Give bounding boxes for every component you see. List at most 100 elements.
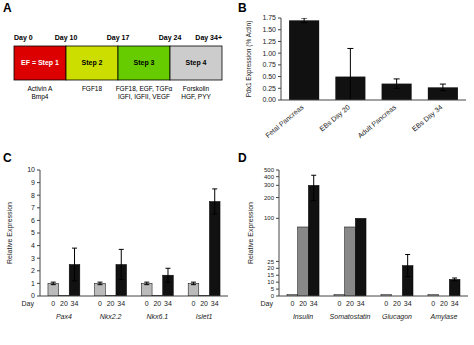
day-tick-label: 0 <box>337 300 341 307</box>
y-tick-label: 5 <box>271 286 275 292</box>
y-tick <box>276 197 279 198</box>
y-tick <box>37 182 40 183</box>
panel-label: C <box>3 151 12 165</box>
bar <box>209 202 220 297</box>
error-bar <box>394 79 400 88</box>
error-bar <box>119 249 124 279</box>
day-tick-label: 34 <box>357 300 365 307</box>
day-tick-label: 20 <box>200 300 208 307</box>
x-axis-label: Day <box>22 300 35 308</box>
day-tick-label: 34 <box>451 300 459 307</box>
y-tick-label: 1.75 <box>262 14 276 21</box>
bar-panel: 0.000.250.500.751.001.251.501.75Fetal Pa… <box>245 14 466 139</box>
y-tick-label: 3 <box>31 255 35 262</box>
y-tick-label: 200 <box>264 195 275 201</box>
y-tick <box>276 296 279 297</box>
y-tick-label: 1 <box>31 280 35 287</box>
group-label: Islet1 <box>196 313 213 320</box>
day-tick-label: 0 <box>384 300 388 307</box>
panel-label: D <box>238 151 247 165</box>
timeline-panel: Day 0Day 10Day 17Day 24Day 34+EF = Step … <box>14 34 222 101</box>
y-tick <box>278 88 281 89</box>
day-tick-label: 34 <box>211 300 219 307</box>
group-label: Nkx6.1 <box>146 313 168 320</box>
grouped-bar-panel: 051015202510020030040050002034Insulin020… <box>247 167 468 321</box>
y-tick <box>276 176 279 177</box>
bar <box>289 20 319 100</box>
group-label: Amylase <box>430 313 458 321</box>
group-label: Insulin <box>293 313 313 320</box>
group-label: Pax4 <box>56 313 72 320</box>
y-tick <box>278 41 281 42</box>
y-tick <box>37 233 40 234</box>
step-box <box>170 46 222 80</box>
day-tick-label: 20 <box>60 300 68 307</box>
step-label: Step 3 <box>133 59 154 67</box>
step-factors: FGF18, EGF, TGFαIGFI, IGFII, VEGF <box>116 85 173 100</box>
y-tick-label: 6 <box>31 217 35 224</box>
y-tick-label: 0 <box>31 292 35 299</box>
y-tick <box>278 100 281 101</box>
error-bar <box>144 282 149 285</box>
error-bar <box>347 48 353 100</box>
y-tick-label: 15 <box>267 272 274 278</box>
figure: Day 0Day 10Day 17Day 24Day 34+EF = Step … <box>0 0 474 345</box>
day-tick-label: 0 <box>431 300 435 307</box>
y-tick-label: 500 <box>264 167 275 173</box>
panel-label: A <box>3 1 12 15</box>
error-bar <box>311 175 316 200</box>
day-label: Day 17 <box>107 34 130 42</box>
y-tick-label: 1.00 <box>262 50 276 57</box>
y-tick <box>276 282 279 283</box>
y-tick-label: 0.25 <box>262 85 276 92</box>
y-axis-label: Pdx1 Expression (% Actin) <box>245 21 253 98</box>
y-tick <box>37 170 40 171</box>
error-bar <box>440 84 446 91</box>
y-axis <box>281 18 282 100</box>
y-tick <box>276 218 279 219</box>
y-tick-label: 100 <box>264 215 275 221</box>
step-factors: ForskolinHGF, PYY <box>181 85 211 100</box>
day-tick-label: 34 <box>117 300 125 307</box>
x-axis-label: Day <box>261 300 274 308</box>
y-tick-label: 20 <box>267 265 274 271</box>
bar <box>355 218 366 296</box>
x-tick-label: Fetal Pancreas <box>264 103 305 139</box>
bar <box>141 283 152 296</box>
step-label: Step 4 <box>185 59 206 67</box>
step-factors: Activin ABmp4 <box>28 85 54 101</box>
y-tick-label: 7 <box>31 204 35 211</box>
bar <box>48 283 59 296</box>
y-tick-label: 1.25 <box>262 38 276 45</box>
y-tick-label: 10 <box>27 166 35 173</box>
y-tick <box>37 220 40 221</box>
y-tick-label: 2 <box>31 267 35 274</box>
day-tick-label: 20 <box>299 300 307 307</box>
bar <box>449 279 460 296</box>
y-tick <box>37 258 40 259</box>
bar <box>298 227 309 296</box>
x-tick-label: EBs Day 20 <box>318 103 352 133</box>
day-tick-label: 20 <box>440 300 448 307</box>
bar <box>95 283 106 296</box>
y-tick <box>37 245 40 246</box>
y-tick-label: 8 <box>31 192 35 199</box>
x-axis <box>40 296 228 297</box>
error-bar <box>452 278 457 281</box>
day-tick-label: 20 <box>153 300 161 307</box>
y-tick <box>37 207 40 208</box>
step-box <box>14 46 66 80</box>
day-tick-label: 20 <box>107 300 115 307</box>
step-label: EF = Step 1 <box>21 59 59 67</box>
y-axis-label: Relative Expression <box>247 202 255 264</box>
error-bar <box>165 268 170 282</box>
day-label: Day 10 <box>55 34 78 42</box>
y-tick <box>37 270 40 271</box>
y-tick-label: 0 <box>271 293 275 299</box>
day-tick-label: 34 <box>310 300 318 307</box>
y-tick <box>278 29 281 30</box>
y-tick <box>276 170 279 171</box>
bar <box>345 227 356 296</box>
day-tick-label: 0 <box>145 300 149 307</box>
y-tick <box>37 195 40 196</box>
